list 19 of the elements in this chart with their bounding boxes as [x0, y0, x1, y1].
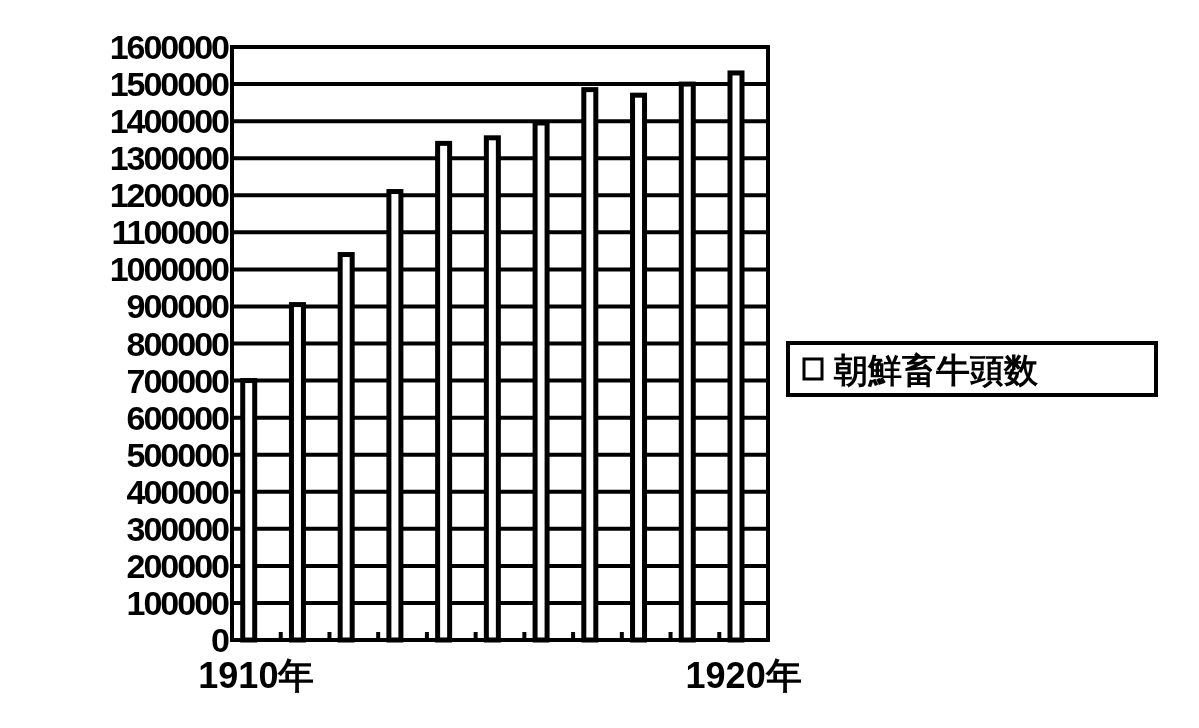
y-tick-label: 500000: [126, 435, 230, 474]
y-tick-label: 1300000: [109, 139, 230, 178]
y-tick-label: 1000000: [109, 250, 230, 289]
x-tick-label: 1920年: [685, 655, 802, 696]
y-tick-label: 1500000: [109, 65, 230, 104]
y-tick-label: 1200000: [109, 176, 230, 215]
y-tick-label: 1100000: [111, 213, 230, 252]
legend: 朝鮮畜牛頭数: [786, 341, 1158, 397]
y-tick-label: 700000: [126, 361, 230, 400]
y-tick-label: 100000: [126, 583, 230, 622]
y-tick-label: 600000: [126, 398, 230, 437]
y-tick-label: 200000: [126, 546, 230, 585]
y-tick-label: 300000: [126, 509, 230, 548]
y-tick-label: 800000: [126, 324, 230, 363]
y-tick-label: 1400000: [109, 102, 230, 141]
y-tick-label: 1600000: [109, 28, 230, 66]
legend-label: 朝鮮畜牛頭数: [833, 351, 1039, 389]
y-tick-label: 900000: [126, 287, 230, 326]
y-tick-label: 400000: [126, 472, 230, 511]
